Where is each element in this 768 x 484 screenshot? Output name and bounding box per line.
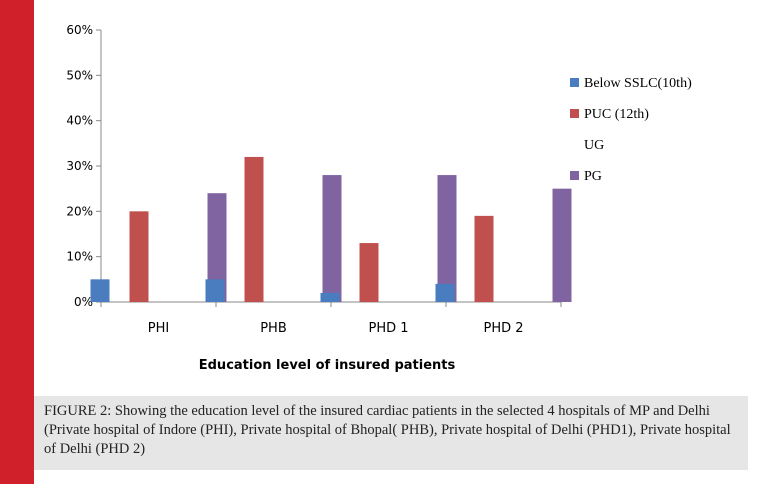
bar-chart: 0% 10% 20% 30% 40% 50% 60% PHI PHB PHD 1 PHD 2 Be…: [66, 23, 692, 373]
y-axis: 0% 10% 20% 30% 40% 50% 60%: [66, 23, 102, 309]
y-tick-label: 10%: [66, 250, 93, 264]
bar: [320, 292, 340, 302]
x-tick-label: PHD 2: [483, 321, 523, 336]
bar: [205, 279, 225, 302]
legend-label: PG: [584, 169, 602, 184]
legend: Below SSLC(10th) PUC (12th) UG PG: [570, 76, 692, 184]
x-axis: PHI PHB PHD 1 PHD 2: [100, 301, 562, 336]
bar: [207, 193, 227, 302]
legend-label: PUC (12th): [584, 107, 649, 122]
y-tick-label: 50%: [66, 68, 93, 82]
bar: [435, 283, 455, 302]
bar: [552, 188, 572, 302]
left-accent-bar: [0, 0, 34, 484]
bar: [322, 175, 342, 302]
y-tick-label: 0%: [74, 295, 93, 309]
y-tick-label: 60%: [66, 23, 93, 37]
bar: [474, 215, 494, 302]
legend-swatch: [570, 78, 579, 87]
x-tick-label: PHI: [148, 321, 169, 336]
y-tick-label: 40%: [66, 114, 93, 128]
bar: [437, 175, 457, 302]
chart-area: 0% 10% 20% 30% 40% 50% 60% PHI PHB PHD 1 PHD 2 Be…: [34, 0, 768, 396]
legend-label: Below SSLC(10th): [584, 76, 692, 91]
bar: [90, 279, 110, 302]
x-axis-title: Education level of insured patients: [199, 358, 456, 373]
figure-caption: FIGURE 2: Showing the education level of…: [34, 396, 748, 470]
legend-swatch: [570, 109, 579, 118]
x-tick-label: PHB: [260, 321, 287, 336]
bar: [359, 243, 379, 302]
legend-swatch: [570, 171, 579, 180]
y-tick-label: 30%: [66, 159, 93, 173]
bar: [244, 156, 264, 302]
x-tick-label: PHD 1: [368, 321, 408, 336]
y-tick-label: 20%: [66, 204, 93, 218]
bars: [90, 156, 572, 302]
bar: [129, 211, 149, 302]
legend-label: UG: [584, 138, 604, 153]
